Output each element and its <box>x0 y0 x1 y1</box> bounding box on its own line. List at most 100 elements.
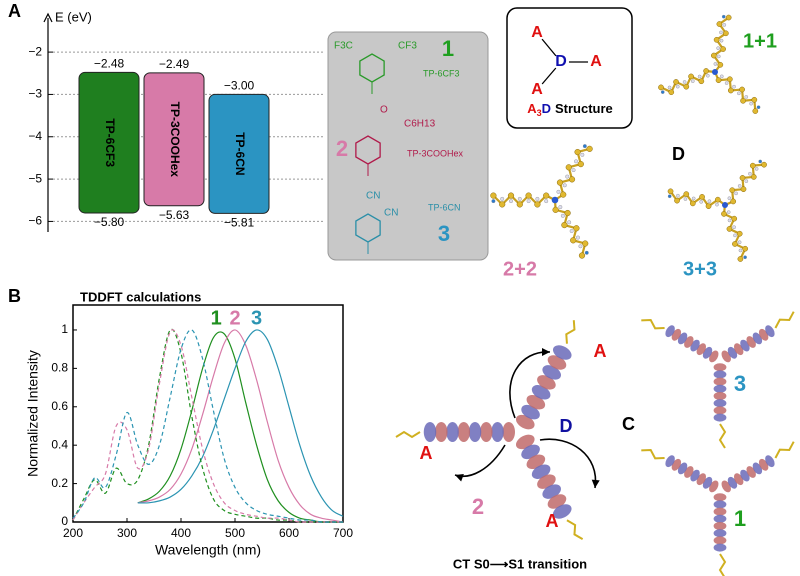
panel-label: D <box>672 144 685 164</box>
y-tick-label: 0.8 <box>51 361 68 375</box>
orbital-lobe <box>491 422 504 442</box>
orbital-lobe <box>765 325 775 338</box>
orbital-lobe <box>713 543 727 552</box>
atom <box>561 221 568 229</box>
atom <box>731 215 738 222</box>
caption-part: 3 <box>537 108 542 118</box>
chain <box>566 519 584 541</box>
label: A <box>590 53 602 70</box>
atom <box>719 30 723 35</box>
label: 2+2 <box>503 258 537 280</box>
orbital-lobe <box>713 384 727 393</box>
series-label: 1 <box>211 307 222 329</box>
atom <box>720 46 726 52</box>
orbital-lobe <box>713 536 727 545</box>
label: CF3 <box>398 41 417 52</box>
atom <box>750 174 757 180</box>
atom <box>749 162 756 169</box>
atom <box>667 85 672 90</box>
atom <box>732 84 736 89</box>
label: D <box>555 53 567 70</box>
atom <box>733 233 737 238</box>
atom <box>509 199 513 204</box>
atom <box>725 14 732 21</box>
atom <box>582 144 587 149</box>
label: 1+1 <box>743 30 777 52</box>
arrow-head <box>591 479 600 488</box>
orbital-lobe <box>552 345 572 360</box>
atom <box>668 89 675 96</box>
atom <box>758 159 763 164</box>
atom <box>568 176 576 183</box>
arrow <box>539 438 597 489</box>
y-tick-label: −2 <box>28 44 42 58</box>
orbital-lobe <box>713 493 727 502</box>
chart-title: TDDFT calculations <box>80 289 201 304</box>
orbital-lobe <box>765 455 775 468</box>
value-label: −5.81 <box>224 216 255 230</box>
atom <box>676 193 680 198</box>
orbital-lobe <box>480 422 493 442</box>
chain <box>395 430 421 439</box>
atom <box>737 256 744 262</box>
atom <box>573 225 580 232</box>
label: A <box>531 81 543 98</box>
atom <box>716 46 720 50</box>
atom <box>516 201 523 208</box>
bar-label: TP-6CF3 <box>103 118 117 167</box>
molecule <box>658 14 761 114</box>
chain <box>718 553 727 576</box>
atom <box>558 205 563 210</box>
label: C6H13 <box>404 119 436 130</box>
spectrum-line <box>72 329 343 523</box>
atom <box>703 68 709 74</box>
atom <box>567 220 572 225</box>
atom <box>739 86 745 93</box>
atom <box>719 38 724 43</box>
atom <box>565 164 572 171</box>
atom <box>744 95 749 99</box>
label: A <box>420 443 433 463</box>
label: TP-6CN <box>428 202 461 212</box>
label: TP-3COOHex <box>407 148 464 158</box>
atom <box>697 74 702 79</box>
atom <box>721 211 727 217</box>
orbital-plot <box>395 320 584 541</box>
spectrum-line <box>137 331 343 523</box>
y-tick-label: 1 <box>61 322 68 336</box>
atom <box>675 84 680 89</box>
atom <box>499 201 506 208</box>
orbital-lobe <box>713 529 727 538</box>
label: 3 <box>734 371 746 396</box>
chain <box>774 441 795 459</box>
atom <box>691 196 696 201</box>
atom <box>717 61 724 68</box>
atom <box>707 199 712 204</box>
atom <box>577 160 584 168</box>
label: 2 <box>472 494 484 519</box>
atom <box>584 250 589 255</box>
orbital-lobe <box>502 422 515 442</box>
atom <box>729 187 736 194</box>
orbital-lobe <box>713 377 727 386</box>
label-bg <box>553 54 569 70</box>
atom <box>712 69 718 75</box>
atom <box>560 213 565 218</box>
atom <box>716 54 721 59</box>
axis-arrow <box>43 12 53 23</box>
orbital-lobe <box>713 406 727 415</box>
atom <box>556 179 564 186</box>
spectrum-line <box>72 328 343 523</box>
atom <box>751 96 758 103</box>
atom <box>732 241 738 247</box>
y-tick-label: 0 <box>61 514 68 528</box>
orbital-lobe <box>713 392 727 400</box>
atom <box>699 194 705 200</box>
atom <box>562 183 567 188</box>
orbital-lobe <box>713 363 727 372</box>
panel-label: B <box>8 286 21 306</box>
atom <box>710 52 717 59</box>
plot-frame <box>72 304 344 523</box>
value-label: −5.80 <box>94 215 125 229</box>
